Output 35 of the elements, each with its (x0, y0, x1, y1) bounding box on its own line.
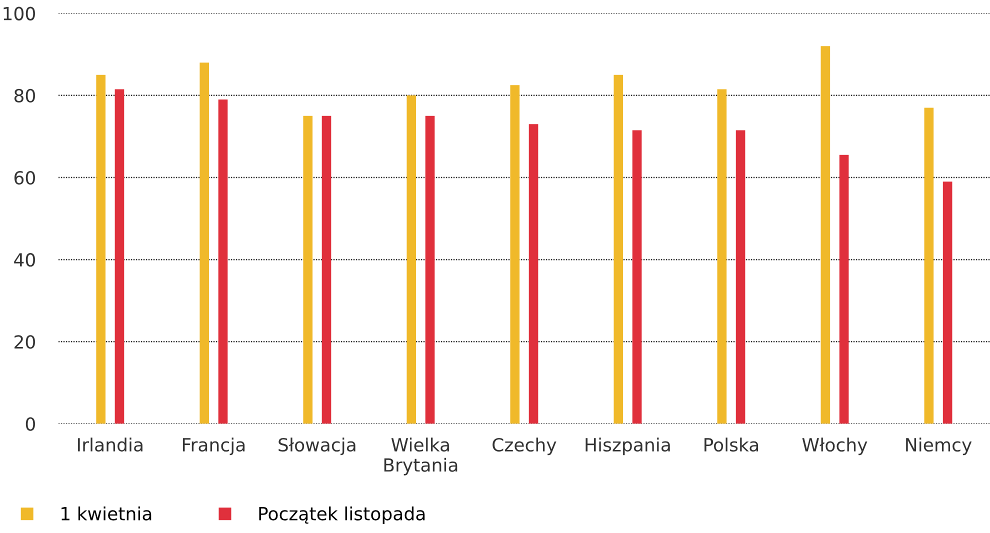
bar (632, 130, 642, 424)
bar (736, 130, 746, 424)
y-tick-label: 80 (14, 88, 35, 103)
x-tick-label: Włochy (802, 438, 868, 456)
bar (839, 154, 849, 424)
y-tick-label: 40 (14, 253, 35, 267)
bar (322, 116, 332, 424)
bar (303, 116, 313, 424)
x-tick-label: Francja (182, 438, 245, 456)
bar (425, 116, 435, 424)
bar (510, 85, 520, 424)
x-tick-label: Wielka Brytania (384, 438, 458, 476)
bar (200, 62, 210, 424)
bar (717, 89, 727, 424)
x-tick-label: Czechy (492, 438, 556, 456)
x-tick-label: Irlandia (78, 438, 142, 452)
bar (942, 182, 952, 424)
x-tick-label: Hiszpania (586, 438, 670, 456)
legend-label: Początek listopada (259, 506, 425, 524)
bar (218, 100, 228, 424)
legend-label: 1 kwietnia (62, 506, 152, 520)
y-tick-label: 0 (26, 417, 35, 431)
y-tick-label: 20 (14, 335, 35, 349)
bar (528, 124, 538, 424)
bar (614, 74, 624, 424)
x-tick-label: Słowacja (278, 438, 356, 456)
x-tick-label: Polska (704, 438, 758, 452)
x-tick-label: Niemcy (906, 438, 972, 456)
y-tick-label: 60 (14, 170, 35, 185)
y-tick-label: 100 (4, 6, 35, 20)
bar (96, 74, 106, 424)
bar (820, 46, 830, 424)
bar (114, 89, 124, 424)
bar (924, 108, 934, 424)
bar (406, 95, 416, 424)
